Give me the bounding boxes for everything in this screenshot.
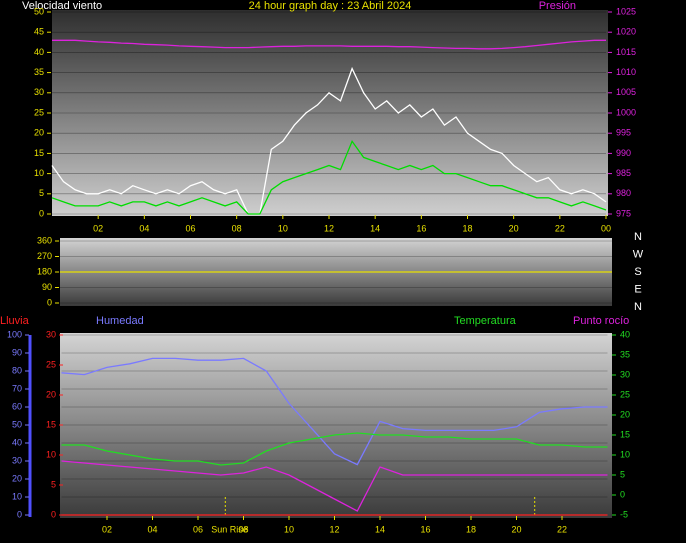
y-tick-label: 10: [34, 168, 44, 178]
y2-tick-label: 1010: [616, 67, 636, 77]
series-line: [61, 460, 608, 512]
y3-tick-label: 15: [46, 419, 56, 429]
y-tick-label: 10: [12, 491, 22, 501]
y-tick-label: 25: [34, 107, 44, 117]
x-tick-label: 20: [511, 524, 521, 534]
y3-tick-label: 30: [46, 329, 56, 339]
temperature-label: Temperatura: [454, 315, 517, 327]
y2-tick-label: 0: [620, 489, 625, 499]
x-tick-label: 14: [375, 524, 385, 534]
y-tick-label: 0: [47, 297, 52, 307]
y-tick-label: 30: [12, 455, 22, 465]
y2-tick-label: 995: [616, 128, 631, 138]
x-tick-label: 08: [232, 223, 242, 233]
series-line: [52, 39, 606, 50]
x-tick-label: 10: [284, 524, 294, 534]
y2-tick-label: 30: [620, 369, 630, 379]
y3-tick-label: 25: [46, 359, 56, 369]
compass-label: N: [634, 231, 642, 243]
x-tick-label: 12: [324, 223, 334, 233]
y-tick-label: 0: [39, 208, 44, 218]
dewpoint-label: Punto rocío: [573, 315, 629, 327]
y-tick-label: 90: [12, 347, 22, 357]
x-tick-label: 02: [102, 524, 112, 534]
y-tick-label: 20: [12, 473, 22, 483]
y2-tick-label: 1000: [616, 107, 636, 117]
y-tick-label: 40: [34, 47, 44, 57]
compass-label: S: [634, 266, 641, 278]
compass-label: E: [634, 283, 641, 295]
y3-tick-label: 5: [51, 479, 56, 489]
y3-tick-label: 10: [46, 449, 56, 459]
y-tick-label: 5: [39, 188, 44, 198]
x-tick-label: 20: [509, 223, 519, 233]
y2-tick-label: 975: [616, 208, 631, 218]
y-tick-label: 180: [37, 266, 52, 276]
y2-tick-label: 10: [620, 449, 630, 459]
y-tick-label: 70: [12, 383, 22, 393]
y-tick-label: 30: [34, 87, 44, 97]
compass-label: W: [633, 248, 644, 260]
y-tick-label: 270: [37, 251, 52, 261]
wind-label: Velocidad viento: [22, 0, 102, 12]
x-tick-label: 10: [278, 223, 288, 233]
y2-tick-label: 20: [620, 409, 630, 419]
y2-tick-label: 990: [616, 148, 631, 158]
y2-tick-label: 25: [620, 389, 630, 399]
y3-tick-label: 0: [51, 509, 56, 519]
x-tick-label: 18: [462, 223, 472, 233]
x-tick-label: 18: [466, 524, 476, 534]
x-tick-label: 06: [185, 223, 195, 233]
series-line: [51, 139, 607, 215]
x-tick-label: 02: [93, 223, 103, 233]
y3-tick-label: 20: [46, 389, 56, 399]
x-tick-label: 08: [238, 524, 248, 534]
y2-tick-label: 35: [620, 349, 630, 359]
series-line: [61, 432, 608, 466]
series-line: [61, 357, 608, 466]
y-tick-label: 100: [7, 329, 22, 339]
humidity-label: Humedad: [96, 315, 144, 327]
x-tick-label: 22: [555, 223, 565, 233]
series-line: [51, 66, 607, 215]
annotation: Sun Rise: [211, 524, 248, 534]
climate-plot-bg: [60, 333, 612, 518]
x-tick-label: 16: [420, 524, 430, 534]
x-tick-label: 04: [139, 223, 149, 233]
y2-tick-label: 980: [616, 188, 631, 198]
chart-title: 24 hour graph day : 23 Abril 2024: [249, 0, 412, 12]
y-tick-label: 40: [12, 437, 22, 447]
y-tick-label: 80: [12, 365, 22, 375]
y-tick-label: 60: [12, 401, 22, 411]
y-tick-label: 50: [12, 419, 22, 429]
y-tick-label: 45: [34, 27, 44, 37]
y2-tick-label: 40: [620, 329, 630, 339]
y-tick-label: 35: [34, 67, 44, 77]
x-tick-label: 00: [601, 223, 611, 233]
y-tick-label: 15: [34, 148, 44, 158]
y-tick-label: 90: [42, 282, 52, 292]
y2-tick-label: -5: [620, 509, 628, 519]
y2-tick-label: 1005: [616, 87, 636, 97]
x-tick-label: 22: [557, 524, 567, 534]
y2-tick-label: 15: [620, 429, 630, 439]
x-tick-label: 12: [329, 524, 339, 534]
y-tick-label: 20: [34, 128, 44, 138]
y2-tick-label: 5: [620, 469, 625, 479]
x-tick-label: 04: [147, 524, 157, 534]
y2-tick-label: 1025: [616, 6, 636, 16]
y-tick-label: 50: [34, 6, 44, 16]
y-tick-label: 0: [17, 509, 22, 519]
x-tick-label: 06: [193, 524, 203, 534]
pressure-label: Presión: [539, 0, 576, 12]
rain-label: Lluvia: [0, 315, 30, 327]
x-tick-label: 14: [370, 223, 380, 233]
y-tick-label: 360: [37, 235, 52, 245]
compass-label: N: [634, 301, 642, 313]
y2-tick-label: 1020: [616, 27, 636, 37]
y2-tick-label: 985: [616, 168, 631, 178]
y2-tick-label: 1015: [616, 47, 636, 57]
x-tick-label: 16: [416, 223, 426, 233]
